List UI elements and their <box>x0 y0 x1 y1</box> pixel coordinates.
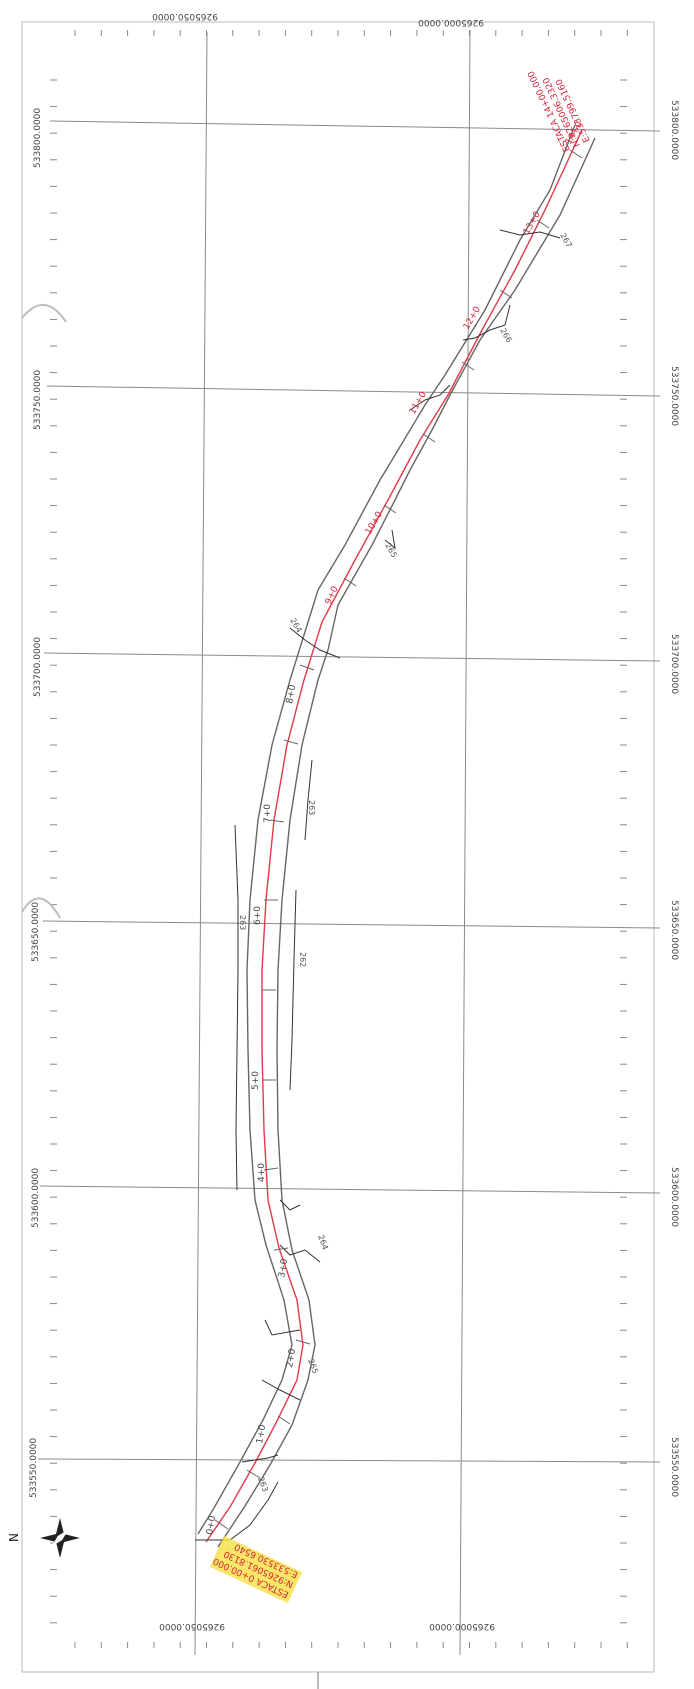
contour-line <box>462 304 511 341</box>
station-label: 8+0 <box>285 684 298 705</box>
contour-line <box>195 1481 279 1541</box>
y-label-right-5: 533600.0000 <box>669 1167 679 1227</box>
north-arrow: N <box>7 1518 80 1558</box>
station-label: 5+0 <box>251 1071 261 1090</box>
station-tick <box>383 504 397 514</box>
y-label-left-1: 533800.0000 <box>33 108 43 168</box>
grid-line-vertical-2 <box>459 29 471 1656</box>
grid-ticks <box>50 30 628 1648</box>
binder-hole-middle <box>21 897 61 919</box>
y-label-right-2: 533750.0000 <box>669 366 679 426</box>
y-label-left-2: 533750.0000 <box>33 370 43 430</box>
contour-line <box>289 627 341 659</box>
station-tick <box>263 1167 279 1171</box>
station-label: 0+0 <box>205 1515 218 1536</box>
label-background <box>209 1535 303 1604</box>
contour-line <box>241 1454 279 1463</box>
station-tick <box>422 433 436 443</box>
station-tick <box>283 739 299 745</box>
contour-line <box>384 529 396 550</box>
grid-lines <box>37 29 661 1656</box>
x-label-top-1: 9265050.0000 <box>152 11 218 21</box>
contour-line <box>499 229 561 239</box>
y-label-right-1: 533800.0000 <box>669 100 679 160</box>
elevation-label: 262 <box>298 952 307 967</box>
x-label-top-2: 9265000.0000 <box>418 17 484 27</box>
contour-line <box>279 1199 301 1211</box>
station-tick <box>269 819 285 823</box>
station-label: 2+0 <box>285 1348 298 1369</box>
y-label-left-4: 533650.0000 <box>31 902 41 962</box>
grid-line-horizontal-4 <box>42 920 661 929</box>
y-label-right-4: 533650.0000 <box>669 900 679 960</box>
station-label: 4+0 <box>257 1163 267 1182</box>
contour-line <box>261 1379 301 1401</box>
station-tick <box>273 1247 289 1251</box>
station-tick <box>295 1339 311 1345</box>
station-label: 6+0 <box>253 906 263 925</box>
road-border-left <box>197 124 576 1535</box>
x-label-bottom-2: 9265000.0000 <box>429 1621 495 1631</box>
grid-line-horizontal-6 <box>37 1458 661 1463</box>
grid-line-horizontal-1 <box>49 120 661 132</box>
station-tick <box>461 361 475 371</box>
north-label: N <box>7 1533 21 1542</box>
contour-line <box>264 1319 301 1336</box>
y-label-left-6: 533550.0000 <box>29 1438 39 1498</box>
y-label-right-3: 533700.0000 <box>669 634 679 694</box>
map-frame <box>21 21 655 1673</box>
y-label-left-5: 533600.0000 <box>31 1168 41 1228</box>
station-tick <box>343 577 357 587</box>
contour-line <box>409 384 451 411</box>
station-tick <box>214 1519 229 1530</box>
road-border-right <box>217 137 596 1548</box>
station-tick <box>536 219 550 229</box>
grid-line-horizontal-5 <box>39 1185 661 1194</box>
station-tick <box>499 289 513 299</box>
y-label-right-6: 533550.0000 <box>669 1437 679 1497</box>
station-label: 1+0 <box>255 1424 268 1445</box>
y-label-left-3: 533700.0000 <box>33 637 43 697</box>
binder-hole-top <box>21 303 67 323</box>
contour-line <box>304 759 313 841</box>
contour-line <box>279 1244 321 1263</box>
grid-line-horizontal-3 <box>43 652 661 662</box>
contour-line <box>234 824 239 1191</box>
x-label-bottom-1: 9265050.0000 <box>159 1621 225 1631</box>
station-label: 3+0 <box>277 1258 290 1279</box>
terrain-contours <box>195 229 561 1541</box>
station-tick <box>246 1469 261 1479</box>
station-tick <box>299 664 315 671</box>
elevation-label: 263 <box>307 800 316 815</box>
contour-line <box>289 889 297 1091</box>
compass-rose-inner-icon <box>51 1529 69 1547</box>
road <box>197 124 596 1548</box>
station-tick <box>277 1415 291 1425</box>
station-ticks <box>214 149 583 1530</box>
grid-line-vertical-1 <box>194 31 208 1656</box>
grid-line-horizontal-2 <box>46 385 661 397</box>
elevation-label: 263 <box>238 915 247 930</box>
station-label: 7+0 <box>263 804 273 823</box>
station-tick <box>569 149 583 159</box>
